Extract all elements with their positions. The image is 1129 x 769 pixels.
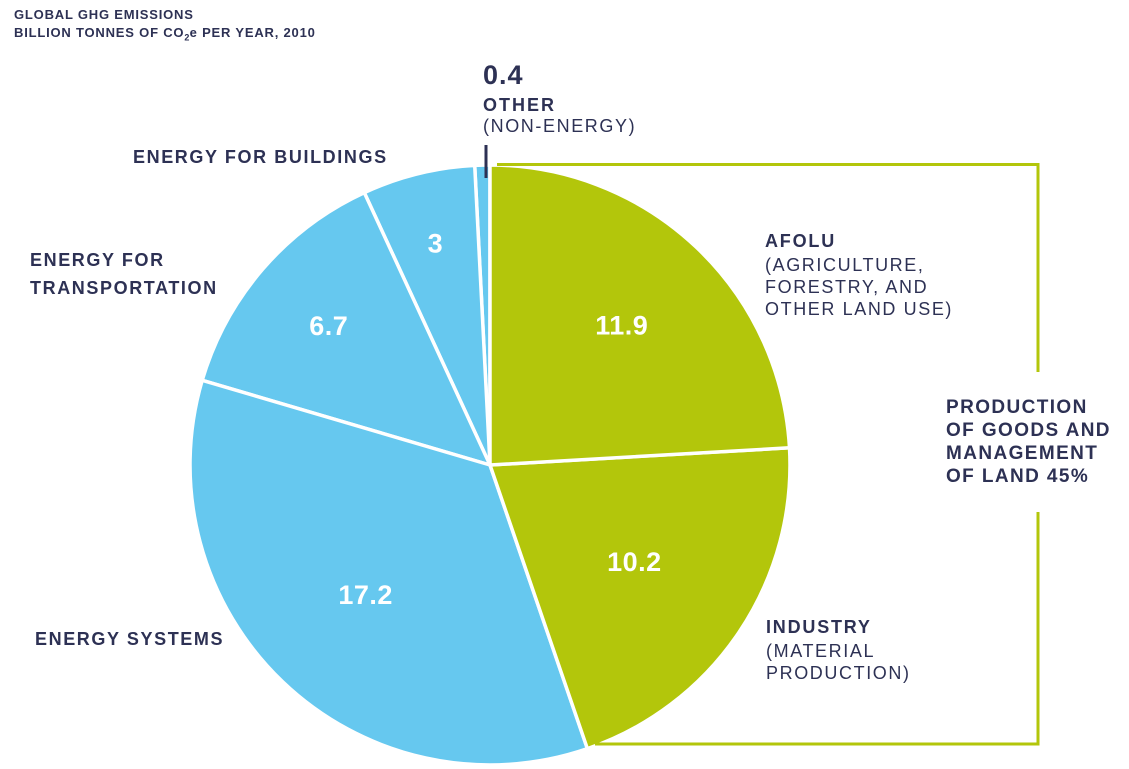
- pie-slice-energy-systems: [188, 378, 590, 767]
- slice-value-label-buildings: 3: [428, 229, 444, 259]
- other-detail: (NON-ENERGY): [483, 116, 637, 136]
- slice-value-label-transportation: 6.7: [309, 311, 348, 341]
- pie-slice-industry: [488, 446, 792, 751]
- pie-slice-transportation: [200, 190, 492, 467]
- slice-value-label-afolu: 11.9: [595, 310, 648, 340]
- co2-subscript: 2: [184, 32, 190, 43]
- label-other: 0.4 OTHER (NON-ENERGY): [483, 60, 636, 137]
- slice-value-label-industry: 10.2: [607, 547, 662, 577]
- pie-slice-afolu: [488, 163, 792, 467]
- industry-detail: (MATERIAL PRODUCTION): [766, 641, 911, 683]
- other-value: 0.4: [483, 60, 524, 90]
- label-energy-for-buildings: ENERGY FOR BUILDINGS: [133, 147, 388, 167]
- chart-title-block: GLOBAL GHG EMISSIONS BILLION TONNES OF C…: [14, 6, 316, 47]
- label-energy-for-transportation: ENERGY FOR TRANSPORTATION: [30, 250, 218, 298]
- chart-title: GLOBAL GHG EMISSIONS: [14, 7, 194, 22]
- slice-value-label-energy-systems: 17.2: [338, 580, 393, 610]
- afolu-detail: (AGRICULTURE, FORESTRY, AND OTHER LAND U…: [765, 255, 954, 319]
- afolu-name: AFOLU: [765, 231, 836, 251]
- label-energy-systems: ENERGY SYSTEMS: [35, 629, 225, 649]
- label-industry: INDUSTRY (MATERIAL PRODUCTION): [766, 616, 911, 684]
- chart-subtitle: BILLION TONNES OF CO2e PER YEAR, 2010: [14, 25, 316, 43]
- industry-name: INDUSTRY: [766, 617, 872, 637]
- label-production-of-goods: PRODUCTION OF GOODS AND MANAGEMENT OF LA…: [946, 397, 1111, 487]
- label-afolu: AFOLU (AGRICULTURE, FORESTRY, AND OTHER …: [765, 230, 953, 320]
- other-name: OTHER: [483, 95, 556, 115]
- group-bracket: [497, 163, 1040, 746]
